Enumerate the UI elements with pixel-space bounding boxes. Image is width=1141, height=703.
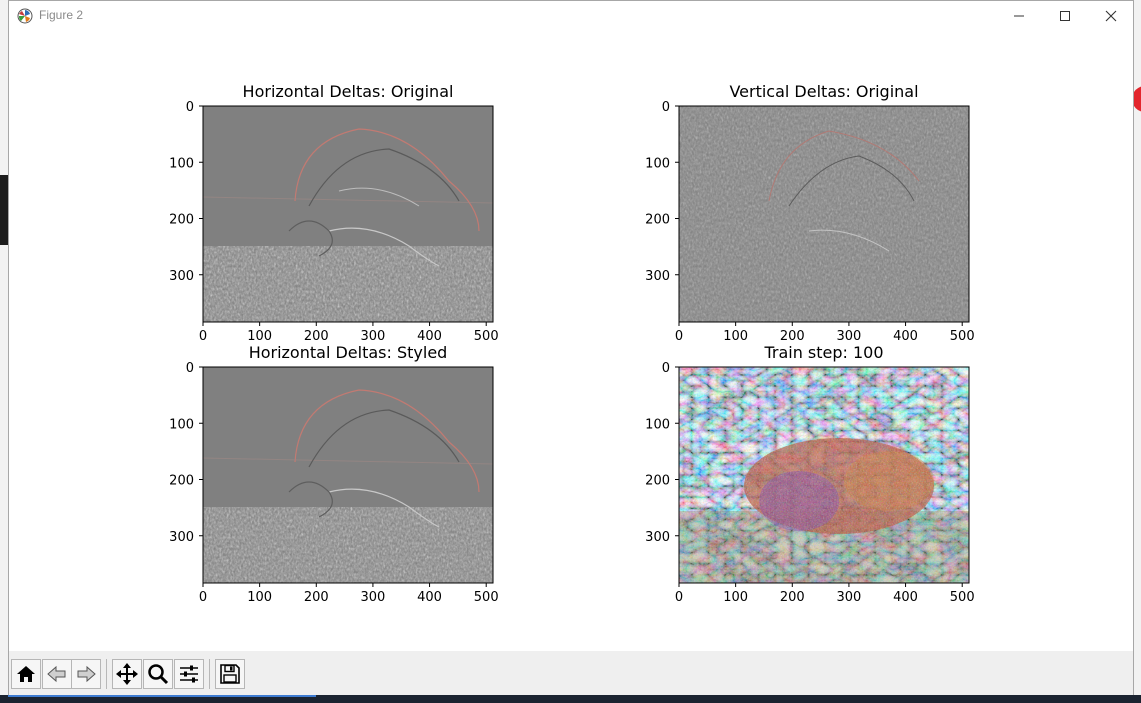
y-tick-label: 200 — [169, 213, 194, 228]
x-tick-label: 200 — [780, 590, 805, 605]
x-tick-label: 0 — [675, 329, 683, 344]
x-tick-label: 100 — [723, 329, 748, 344]
pan-button[interactable] — [112, 659, 142, 689]
y-tick-label: 200 — [645, 474, 670, 489]
x-tick-label: 500 — [950, 329, 975, 344]
subplot-horizontal-styled: Horizontal Deltas: Styled — [202, 343, 494, 584]
close-icon — [1105, 10, 1117, 22]
delta-image-horizontal-original — [203, 106, 493, 322]
configure-subplots-button[interactable] — [174, 659, 204, 689]
x-tick-label: 300 — [837, 329, 862, 344]
x-tick-label: 100 — [247, 329, 272, 344]
x-tick-label: 400 — [893, 590, 918, 605]
maximize-button[interactable] — [1042, 1, 1088, 31]
x-tick-label: 0 — [199, 590, 207, 605]
minimize-button[interactable] — [996, 1, 1042, 31]
x-tick-label: 500 — [474, 329, 499, 344]
save-button[interactable] — [215, 659, 245, 689]
window-title: Figure 2 — [39, 8, 84, 22]
toolbar-separator — [106, 659, 107, 689]
x-tick-label: 500 — [950, 590, 975, 605]
sliders-icon — [180, 665, 198, 683]
subplot-title: Horizontal Deltas: Styled — [249, 343, 448, 362]
background-terminal — [0, 175, 8, 245]
x-tick-label: 0 — [199, 329, 207, 344]
y-tick-label: 0 — [186, 100, 194, 115]
y-tick-label: 200 — [645, 213, 670, 228]
delta-image-horizontal-styled — [203, 367, 493, 583]
forward-arrow-icon — [77, 665, 96, 683]
taskbar — [0, 695, 1141, 703]
x-tick-label: 200 — [304, 329, 329, 344]
y-tick-label: 300 — [645, 530, 670, 545]
delta-image-vertical-original — [679, 106, 969, 322]
x-tick-label: 200 — [780, 329, 805, 344]
x-tick-label: 400 — [893, 329, 918, 344]
figure-window: Figure 2 — [8, 0, 1134, 695]
y-tick-label: 300 — [169, 530, 194, 545]
subplot-title: Horizontal Deltas: Original — [243, 82, 454, 101]
y-tick-label: 0 — [662, 361, 670, 376]
y-tick-label: 0 — [186, 361, 194, 376]
home-button[interactable] — [11, 659, 41, 689]
magnifier-icon — [148, 664, 169, 685]
subplot-title: Train step: 100 — [763, 343, 883, 362]
y-tick-label: 0 — [662, 100, 670, 115]
back-button[interactable] — [42, 659, 72, 689]
background-app-right — [1134, 0, 1141, 703]
back-arrow-icon — [47, 665, 66, 683]
x-tick-label: 100 — [723, 590, 748, 605]
close-button[interactable] — [1088, 1, 1134, 31]
zoom-button[interactable] — [143, 659, 173, 689]
title-bar[interactable]: Figure 2 — [9, 1, 1133, 31]
move-icon — [116, 663, 138, 685]
y-tick-label: 100 — [169, 156, 194, 171]
subplot-title: Vertical Deltas: Original — [729, 82, 918, 101]
styled-image — [679, 367, 969, 583]
figure-canvas[interactable]: Horizontal Deltas: Original Vertical Del… — [9, 31, 1133, 651]
x-tick-label: 0 — [675, 590, 683, 605]
figure-svg: Horizontal Deltas: Original Vertical Del… — [169, 82, 974, 605]
x-tick-label: 300 — [361, 329, 386, 344]
background-red-badge — [1134, 86, 1141, 112]
x-tick-label: 300 — [837, 590, 862, 605]
taskbar-accent — [8, 695, 316, 697]
home-icon — [17, 666, 35, 682]
matplotlib-icon — [17, 8, 33, 24]
x-tick-label: 300 — [361, 590, 386, 605]
toolbar-separator — [209, 659, 210, 689]
x-tick-label: 400 — [417, 590, 442, 605]
x-tick-label: 500 — [474, 590, 499, 605]
subplot-vertical-original: Vertical Deltas: Original — [678, 82, 970, 323]
y-tick-label: 100 — [645, 417, 670, 432]
background-app-left — [0, 0, 8, 703]
maximize-icon — [1060, 11, 1070, 21]
y-tick-label: 200 — [169, 474, 194, 489]
x-tick-label: 100 — [247, 590, 272, 605]
y-tick-label: 100 — [645, 156, 670, 171]
floppy-disk-icon — [220, 664, 240, 684]
x-tick-label: 200 — [304, 590, 329, 605]
y-tick-label: 100 — [169, 417, 194, 432]
navigation-toolbar — [9, 651, 1133, 695]
subplot-train-step: Train step: 100 — [678, 343, 970, 584]
subplot-horizontal-original: Horizontal Deltas: Original — [202, 82, 494, 323]
y-tick-label: 300 — [645, 269, 670, 284]
x-tick-label: 400 — [417, 329, 442, 344]
axis-ticks: 0 100 200 300 400 500 0 100 200 300 0 100 200 300 400 5… — [169, 100, 974, 605]
forward-button[interactable] — [71, 659, 101, 689]
y-tick-label: 300 — [169, 269, 194, 284]
minimize-icon — [1014, 15, 1024, 17]
